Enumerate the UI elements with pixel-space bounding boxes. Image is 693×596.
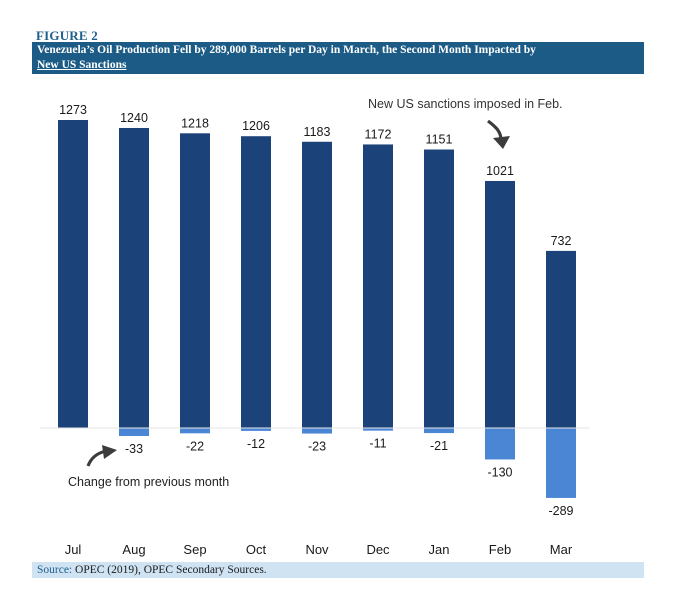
production-bars <box>58 120 576 429</box>
chart-title-line2: New US Sanctions <box>37 58 127 71</box>
x-tick-jan: Jan <box>429 542 450 557</box>
production-label-aug: 1240 <box>120 111 148 125</box>
chart-title: Venezuela’s Oil Production Fell by 289,0… <box>32 42 644 74</box>
change-bars <box>119 428 576 498</box>
change-annotation: Change from previous month <box>68 475 229 489</box>
production-label-sep: 1218 <box>181 116 209 130</box>
change-bar-aug <box>119 428 149 436</box>
x-tick-dec: Dec <box>366 542 390 557</box>
change-bar-jan <box>424 428 454 434</box>
sanctions-arrow-head-icon <box>493 136 510 149</box>
change-bar-sep <box>180 428 210 434</box>
x-tick-nov: Nov <box>305 542 329 557</box>
x-tick-oct: Oct <box>246 542 267 557</box>
change-bar-dec <box>363 428 393 431</box>
x-tick-aug: Aug <box>122 542 145 557</box>
change-label-sep: -22 <box>186 439 204 453</box>
change-arrow-head-icon <box>102 445 117 459</box>
production-bar-dec <box>363 144 393 428</box>
figure-label: FIGURE 2 <box>36 28 98 43</box>
production-label-jan: 1151 <box>426 133 453 147</box>
change-label-dec: -11 <box>369 437 386 451</box>
production-label-nov: 1183 <box>304 125 331 139</box>
change-label-jan: -21 <box>430 439 448 453</box>
x-tick-mar: Mar <box>550 542 573 557</box>
production-label-oct: 1206 <box>242 119 270 133</box>
change-value-labels: -33 -22 -12 -23 -11 -21 -130 -289 <box>125 437 574 518</box>
source-prefix: Source: <box>37 564 73 576</box>
production-label-feb: 1021 <box>486 164 514 178</box>
change-label-oct: -12 <box>247 437 265 451</box>
source-note: Source: OPEC (2019), OPEC Secondary Sour… <box>32 562 644 578</box>
change-bar-nov <box>302 428 332 434</box>
production-bar-mar <box>546 250 576 428</box>
change-bar-feb <box>485 428 515 460</box>
change-label-feb: -130 <box>487 465 512 479</box>
x-tick-feb: Feb <box>489 542 511 557</box>
production-bar-sep <box>180 133 210 429</box>
change-label-nov: -23 <box>308 440 326 454</box>
production-label-mar: 732 <box>551 234 572 248</box>
production-bar-jan <box>424 149 454 428</box>
production-bar-feb <box>485 180 515 428</box>
chart-title-line1: Venezuela’s Oil Production Fell by 289,0… <box>37 44 536 56</box>
production-value-labels: 1273 1240 1218 1206 1183 1172 1151 1021 732 <box>59 103 571 248</box>
production-label-dec: 1172 <box>365 127 392 141</box>
production-bar-aug <box>119 127 149 429</box>
change-bar-mar <box>546 428 576 498</box>
x-tick-jul: Jul <box>65 542 82 557</box>
x-axis-tick-labels: Jul Aug Sep Oct Nov Dec Jan Feb Mar <box>65 542 573 557</box>
production-label-jul: 1273 <box>59 103 87 117</box>
source-text: OPEC (2019), OPEC Secondary Sources. <box>75 564 267 576</box>
x-tick-sep: Sep <box>183 542 206 557</box>
production-bar-oct <box>241 136 271 429</box>
change-bar-oct <box>241 428 271 431</box>
change-label-mar: -289 <box>548 504 573 518</box>
change-label-aug: -33 <box>125 442 143 456</box>
sanctions-annotation: New US sanctions imposed in Feb. <box>368 97 563 111</box>
production-bar-jul <box>58 120 88 428</box>
production-bar-nov <box>302 141 332 428</box>
